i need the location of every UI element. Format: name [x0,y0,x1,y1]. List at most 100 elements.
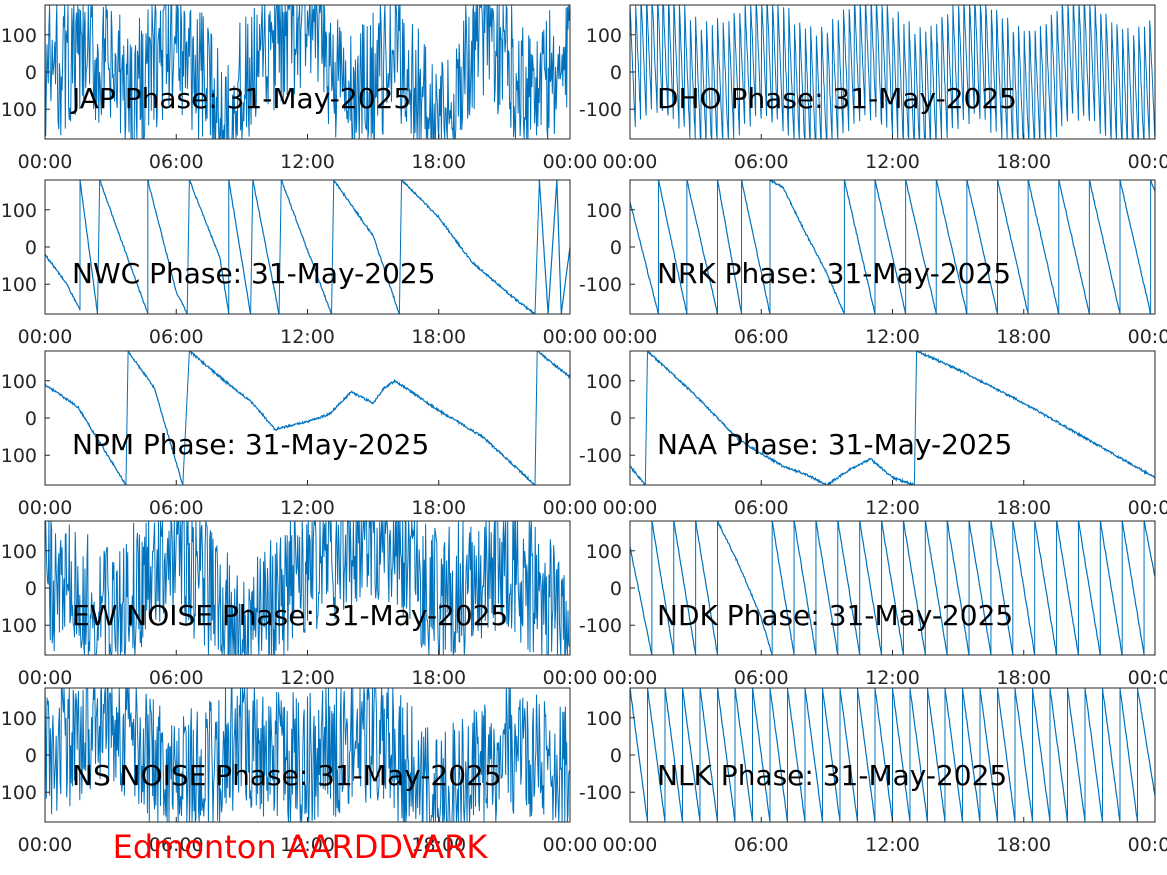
x-tick-label: 18:00 [411,326,466,348]
axes-box [629,350,1156,486]
series-group [45,521,570,655]
panel-title: NWC Phase: 31-May-2025 [72,257,436,290]
x-tick-label: 00:00 [18,834,73,856]
y-tick-label: -100 [0,615,37,637]
axes-box [44,350,571,486]
series-line [769,180,845,314]
series-line [1119,180,1152,314]
wrap-line [331,180,335,314]
series-line [1066,688,1086,822]
y-tick-label: 0 [610,237,622,259]
x-tick-label: 00:00 [18,667,73,689]
wrap-line [913,351,918,485]
series-line [630,546,653,655]
series-line [1049,688,1069,822]
series-line [821,688,841,822]
series-line [664,688,684,822]
x-tick-label: 18:00 [996,667,1051,689]
panel-3: -100 0 100 00:00 06:00 12:00 18:00 00:00 NRK Pha… [579,179,1167,348]
series-line [944,688,964,822]
x-tick-label: 00:00 [1128,834,1167,856]
series-line [916,351,1155,479]
y-tick-label: 100 [586,708,622,730]
series-line [741,180,771,314]
series-line [537,351,570,380]
series-line [651,521,675,655]
x-tick-label: 00:00 [543,151,598,173]
x-tick-label: 06:00 [149,151,204,173]
panel-title: NLK Phase: 31-May-2025 [657,759,1007,792]
wrap-line [182,351,190,485]
x-tick-label: 00:00 [603,497,658,519]
panel-title: JAP Phase: 31-May-2025 [70,82,411,115]
y-tick-label: -100 [579,99,622,121]
y-tick-label: 0 [25,408,37,430]
wrap-line [398,180,403,314]
series-line [1058,180,1090,314]
series-line [881,521,904,655]
x-tick-label: 12:00 [280,151,335,173]
series-line [45,688,570,822]
series-line [45,5,570,139]
series-line [686,180,719,314]
x-tick-label: 00:00 [18,151,73,173]
wrap-line [644,351,648,485]
y-tick-label: 0 [25,62,37,84]
x-tick-label: 12:00 [865,497,920,519]
series-line [1014,688,1034,822]
x-tick-label: 06:00 [734,151,789,173]
series-line [716,688,736,822]
y-tick-label: 0 [610,408,622,430]
x-tick-label: 00:00 [543,667,598,689]
series-line [716,180,743,314]
series-line [630,465,646,485]
y-tick-label: 100 [586,200,622,222]
x-tick-label: 18:00 [996,151,1051,173]
series-line [859,521,883,655]
series-line [1027,180,1060,314]
series-line [127,351,184,485]
series-line [45,383,127,485]
series-line [646,688,666,822]
wrap-line [97,180,101,314]
panel-9: -100 0 100 00:00 06:00 12:00 18:00 00:00 NLK Pha… [579,687,1167,856]
x-tick-label: 06:00 [149,667,204,689]
y-tick-label: 0 [610,745,622,767]
series-line [717,521,773,655]
series-line [786,688,806,822]
series-line [99,180,149,314]
x-tick-label: 06:00 [149,497,204,519]
series-line [1101,688,1121,822]
series-line [990,521,1014,655]
series-line [1136,688,1155,796]
x-tick-label: 12:00 [865,667,920,689]
series-line [856,688,876,822]
x-tick-label: 12:00 [280,667,335,689]
series-line [45,253,81,311]
series-line [771,521,795,655]
y-tick-label: 100 [1,541,37,563]
panel-title: NS NOISE Phase: 31-May-2025 [72,759,502,792]
series-line [1084,688,1104,822]
x-tick-label: 06:00 [149,834,204,856]
series-line [979,688,999,822]
series-line [630,688,649,822]
series-line [751,688,771,822]
panel-4: -100 0 100 00:00 06:00 12:00 18:00 00:00 NPM Pha… [0,350,597,519]
series-line [1143,521,1155,577]
series-group [630,521,1155,655]
x-tick-label: 06:00 [734,667,789,689]
y-tick-label: -100 [579,782,622,804]
x-tick-label: 00:00 [18,497,73,519]
x-tick-label: 18:00 [411,834,466,856]
series-line [1012,521,1036,655]
series-group [45,180,570,314]
series-line [874,180,907,314]
x-tick-label: 06:00 [734,497,789,519]
series-line [1056,521,1079,655]
x-tick-label: 00:00 [1128,151,1167,173]
series-line [147,180,188,314]
x-tick-label: 18:00 [996,497,1051,519]
x-tick-label: 00:00 [603,667,658,689]
